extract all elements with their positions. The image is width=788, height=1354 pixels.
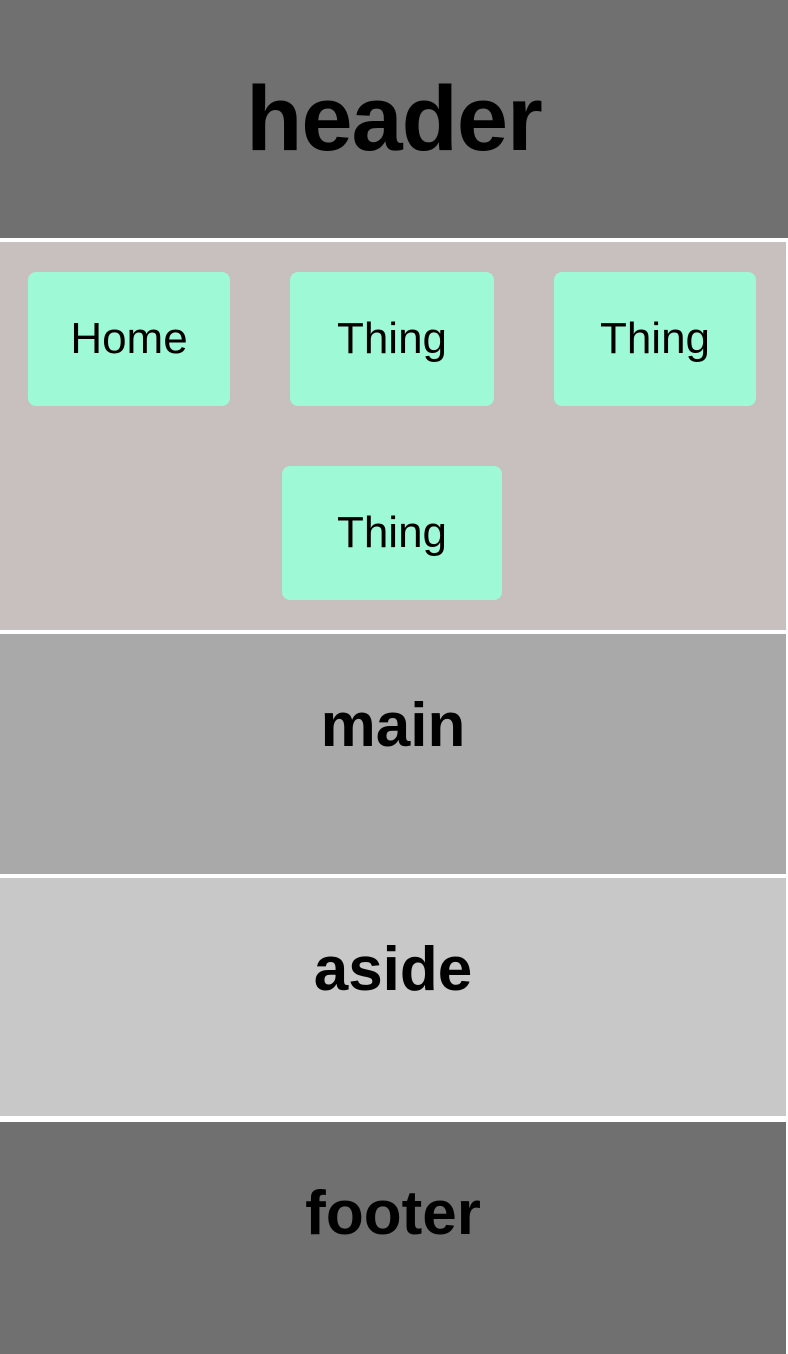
aside-title: aside	[313, 935, 473, 1004]
nav-button-thing-1[interactable]: Thing	[290, 272, 494, 406]
main-title: main	[320, 691, 466, 760]
footer-title: footer	[305, 1179, 481, 1248]
nav-section: Home Thing Thing Thing	[0, 242, 786, 630]
footer-section: footer	[0, 1122, 786, 1354]
main-section: main	[0, 634, 786, 874]
header-section: header	[0, 0, 788, 238]
nav-button-thing-3[interactable]: Thing	[282, 466, 502, 600]
header-title: header	[246, 68, 543, 170]
aside-section: aside	[0, 878, 786, 1116]
nav-button-thing-2[interactable]: Thing	[554, 272, 756, 406]
nav-button-home[interactable]: Home	[28, 272, 230, 406]
